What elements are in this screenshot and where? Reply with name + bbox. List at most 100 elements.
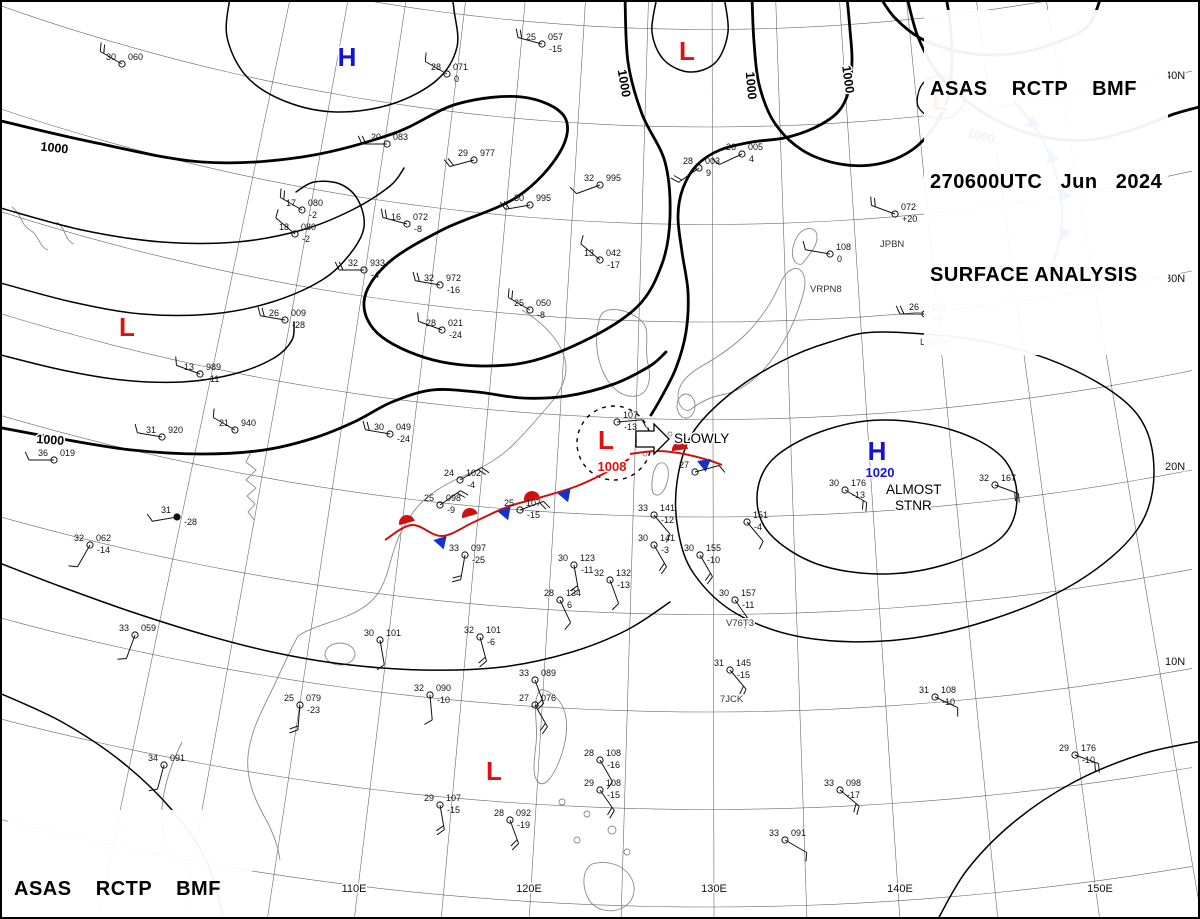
isobar [2, 2, 672, 368]
station-circle [596, 181, 604, 189]
station-layer: 30 060 25 057 -15 28 071 0 20 083 29 977 30 995 32 995 2… [24, 28, 1100, 862]
wind-barb-tick [257, 306, 261, 316]
station-tendency: -4 [467, 480, 475, 490]
station-temperature: 32 [979, 473, 989, 483]
longitude-line [775, 2, 808, 917]
wind-barb-tick [424, 719, 433, 725]
station-pressure: 123 [580, 553, 595, 563]
wind-barb-tick [511, 290, 514, 300]
station-plot: 13 989 -11 [175, 356, 221, 384]
coastline-visayas-island [573, 836, 581, 844]
wind-barb-shaft [459, 467, 482, 481]
isobar-label: 1000 [36, 432, 65, 448]
wind-barb-shaft [871, 204, 896, 215]
station-pressure: 107 [526, 498, 541, 508]
station-temperature: 32 [424, 273, 434, 283]
warm-front-semicircle [399, 515, 415, 526]
station-temperature: 27 [519, 693, 529, 703]
isobar-label: 1000 [743, 71, 759, 100]
station-temperature: 30 [684, 543, 694, 553]
station-plot: 107-13 [613, 410, 647, 432]
coastline-kyushu [676, 393, 696, 419]
station-circle [556, 596, 564, 604]
wind-barb-tick [861, 500, 864, 510]
wind-barb-tick [870, 196, 872, 206]
station-tendency: -15 [737, 670, 750, 680]
latitude-line [2, 415, 1193, 518]
station-pressure: 134 [566, 588, 581, 598]
station-tendency: -15 [447, 805, 460, 815]
station-circle [650, 511, 658, 519]
station-pressure: 145 [736, 658, 751, 668]
station-tendency: -15 [527, 510, 540, 520]
wind-barb-shaft [382, 217, 408, 225]
station-temperature: 30 [719, 588, 729, 598]
station-circle [443, 70, 451, 78]
station-plot: 33 059 [117, 623, 156, 660]
wind-barb-tick [535, 699, 543, 707]
wind-barb-tick [103, 44, 106, 54]
wind-barb-tick [874, 197, 876, 207]
station-temperature: 28 [544, 588, 554, 598]
station-plot: 28 092 -19 [494, 808, 531, 851]
station-plot: 33 089 [519, 668, 556, 711]
cold-front-triangle [697, 459, 711, 472]
station-circle [596, 756, 604, 764]
wind-barb-shaft [519, 500, 544, 511]
wind-barb-shaft [260, 315, 286, 321]
title-block-top-right: ASAS RCTP BMF 270600UTC Jun 2024 SURFACE… [924, 10, 1169, 355]
isobar [2, 321, 295, 384]
wind-barb-shaft [509, 819, 520, 844]
coastline-mindanao [583, 862, 635, 912]
station-tendency: -10 [1082, 755, 1095, 765]
wind-barb-tick [569, 186, 577, 194]
wind-barb-shaft [719, 153, 743, 166]
wind-barb-tick [212, 408, 215, 418]
wind-barb-tick [289, 729, 298, 734]
station-circle [526, 201, 534, 209]
station-temperature: 30 [514, 193, 524, 203]
station-tendency: -13 [852, 490, 865, 500]
station-plot: 30 155 -10 [684, 543, 721, 585]
wind-barb-tick [451, 579, 461, 583]
pressure-system-l: L [486, 756, 502, 786]
station-temperature: 29 [458, 148, 468, 158]
longitude-line [354, 2, 466, 917]
movement-arrow [635, 422, 670, 456]
station-pressure: 157 [741, 588, 756, 598]
station-pressure: 079 [306, 693, 321, 703]
wind-barb-tick [384, 209, 388, 219]
wind-barb-tick [477, 469, 486, 476]
wind-barb-shaft [734, 599, 750, 621]
cold-front-triangle [557, 488, 571, 503]
station-tendency: -19 [517, 820, 530, 830]
station-temperature: 32 [414, 683, 424, 693]
station-circle [596, 256, 604, 264]
station-pressure: 098 [446, 493, 461, 503]
station-plot: 32 090 -10 [414, 683, 451, 725]
station-tendency: 0 [454, 74, 459, 84]
pressure-system-h: H [338, 42, 357, 72]
analysis-datetime: 270600UTC Jun 2024 [930, 171, 1163, 193]
wind-barb-tick [424, 52, 427, 62]
coastline-luzon [533, 689, 567, 785]
station-temperature: 32 [348, 258, 358, 268]
station-circle [650, 541, 658, 549]
station-circle [386, 430, 394, 438]
station-temperature: 30 [558, 553, 568, 563]
wind-barb-shaft [517, 37, 543, 45]
wind-barb-tick [481, 467, 490, 474]
station-plot: 33 098 -17 [824, 778, 861, 815]
wind-barb-shaft [176, 364, 201, 375]
station-plot: 32 972 -16 [412, 271, 461, 295]
latitude-label: 40N [1165, 70, 1185, 82]
station-temperature: 32 [594, 568, 604, 578]
station-circle [516, 506, 524, 514]
station-pressure: 091 [170, 753, 185, 763]
station-temperature: 28 [494, 808, 504, 818]
wind-barb-shaft [784, 839, 807, 853]
station-plot: 33 097 -25 [449, 543, 486, 583]
station-circle [86, 541, 94, 549]
wind-barb-tick [362, 420, 366, 430]
longitude-line [839, 2, 901, 917]
